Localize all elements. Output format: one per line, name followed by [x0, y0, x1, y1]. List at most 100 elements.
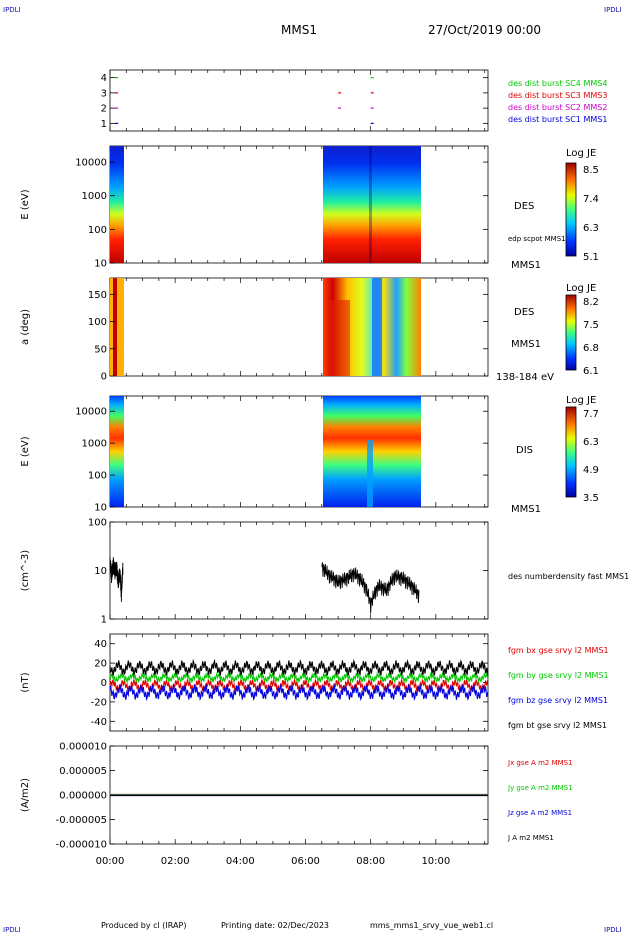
footer-produced: Produced by cl (IRAP) [101, 921, 186, 930]
colorbar-tick: 3.5 [583, 493, 599, 504]
right-label-sc: MMS1 [511, 260, 541, 271]
corner-label-br: IPDLI [604, 926, 622, 934]
right-label-sc: MMS1 [511, 339, 541, 350]
dis-energy-panel [110, 396, 421, 507]
y-tick-label: -0.000010 [56, 840, 107, 851]
bfield-line [109, 671, 489, 685]
y-tick-label: 1000 [82, 191, 107, 202]
panel-frame [109, 145, 489, 264]
panel-frame [109, 69, 489, 132]
right-label-energy: 138-184 eV [496, 372, 554, 383]
y-axis-label: (A/m2) [20, 778, 31, 812]
panel-frame [109, 521, 489, 620]
y-tick-label: 0.000010 [59, 742, 107, 753]
y-axis-label: a (deg) [20, 309, 31, 345]
x-tick-label: 08:00 [356, 856, 385, 867]
right-label-des: DES [514, 307, 534, 318]
y-tick-label: 20 [94, 659, 107, 670]
corner-label-tl: IPDLI [3, 6, 21, 14]
legend-current: Jy gse A m2 MMS1 [507, 784, 573, 792]
date-title: 27/Oct/2019 00:00 [428, 23, 541, 37]
y-tick-label: 10000 [75, 158, 107, 169]
colorbar-tick: 8.2 [583, 297, 599, 308]
spectrogram-block [372, 278, 382, 376]
legend-bfield: fgm bx gse srvy l2 MMS1 [508, 646, 609, 655]
y-tick-label: 4 [101, 73, 107, 84]
spectrogram-block [110, 396, 124, 507]
colorbar-dis-energy [565, 406, 577, 498]
right-label-des: DES [514, 201, 534, 212]
y-axis-label: E (eV) [20, 189, 31, 219]
density-line [109, 557, 124, 602]
colorbar-pitch [565, 294, 577, 371]
y-tick-label: 100 [88, 225, 107, 236]
colorbar-tick: 4.9 [583, 465, 599, 476]
colorbar-tick: 6.1 [583, 366, 599, 377]
des-energy-panel [110, 146, 421, 263]
spectrogram-gap [367, 440, 373, 507]
y-tick-label: 0 [101, 678, 107, 689]
colorbar-title: Log JE [566, 283, 596, 294]
density-line [321, 562, 420, 614]
legend-bfield: fgm by gse srvy l2 MMS1 [508, 671, 609, 680]
colorbar-tick: 8.5 [583, 165, 599, 176]
spectrogram-block [330, 300, 350, 376]
colorbar-title: Log JE [566, 148, 596, 159]
x-tick-label: 02:00 [161, 856, 190, 867]
y-tick-label: 2 [101, 104, 107, 115]
y-tick-label: 10 [94, 259, 107, 270]
legend-bfield: fgm bz gse srvy l2 MMS1 [508, 696, 608, 705]
corner-label-tr: IPDLI [604, 6, 622, 14]
legend-density: des numberdensity fast MMS1 [508, 572, 629, 581]
colorbars [565, 162, 577, 498]
y-axis-label: E (eV) [20, 436, 31, 466]
plot-content: 1 2 3 4 des dist burst SC1 MMS1 des dist burs… [20, 73, 629, 867]
y-tick-label: 0.000000 [59, 791, 107, 802]
y-tick-label: 1 [101, 119, 107, 130]
y-tick-label: 0.000005 [59, 766, 107, 777]
footer-printed: Printing date: 02/Dec/2023 [221, 921, 329, 930]
y-tick-label: -0.000005 [56, 815, 107, 826]
y-tick-label: 100 [88, 317, 107, 328]
colorbar-tick: 7.4 [583, 194, 599, 205]
spectrogram-block [113, 278, 117, 376]
spectrogram-block [110, 146, 124, 263]
panel-frame [109, 395, 489, 508]
y-axis-label: (cm^-3) [20, 550, 31, 591]
burst-panel [114, 77, 374, 124]
y-tick-label: 10 [94, 503, 107, 514]
spectrogram-gap [369, 146, 372, 263]
colorbar-des-energy [565, 162, 577, 257]
legend-current: J A m2 MMS1 [507, 834, 554, 842]
legend-current: Jx gse A m2 MMS1 [507, 759, 573, 767]
colorbar-tick: 6.3 [583, 223, 599, 234]
y-tick-label: 10000 [75, 407, 107, 418]
y-tick-label: 10 [94, 566, 107, 577]
y-tick-label: 100 [88, 471, 107, 482]
colorbar-title: Log JE [566, 395, 596, 406]
y-tick-label: 1000 [82, 439, 107, 450]
y-tick-label: -40 [91, 717, 107, 728]
footer-file: mms_mms1_srvy_vue_web1.cl [370, 921, 493, 930]
legend-burst: des dist burst SC1 MMS1 [508, 115, 607, 124]
spectrogram-block [323, 146, 421, 263]
mission-title: MMS1 [281, 23, 317, 37]
right-label-dis: DIS [516, 445, 533, 456]
y-tick-label: -20 [91, 697, 107, 708]
right-label-scpot: edp scpot MMS1 [508, 235, 566, 243]
y-tick-label: 0 [101, 372, 107, 383]
legend-burst: des dist burst SC3 MMS3 [508, 91, 607, 100]
colorbar-tick: 5.1 [583, 252, 599, 263]
x-tick-label: 04:00 [226, 856, 255, 867]
colorbar-tick: 7.7 [583, 409, 599, 420]
y-tick-label: 3 [101, 88, 107, 99]
y-tick-label: 50 [94, 344, 107, 355]
colorbar-tick: 6.8 [583, 343, 599, 354]
y-tick-label: 40 [94, 639, 107, 650]
corner-label-bl: IPDLI [3, 926, 21, 934]
legend-bfield: fgm bt gse srvy l2 MMS1 [508, 721, 607, 730]
bfield-line [109, 658, 489, 676]
x-tick-label: 10:00 [421, 856, 450, 867]
panel-frames [109, 69, 489, 845]
